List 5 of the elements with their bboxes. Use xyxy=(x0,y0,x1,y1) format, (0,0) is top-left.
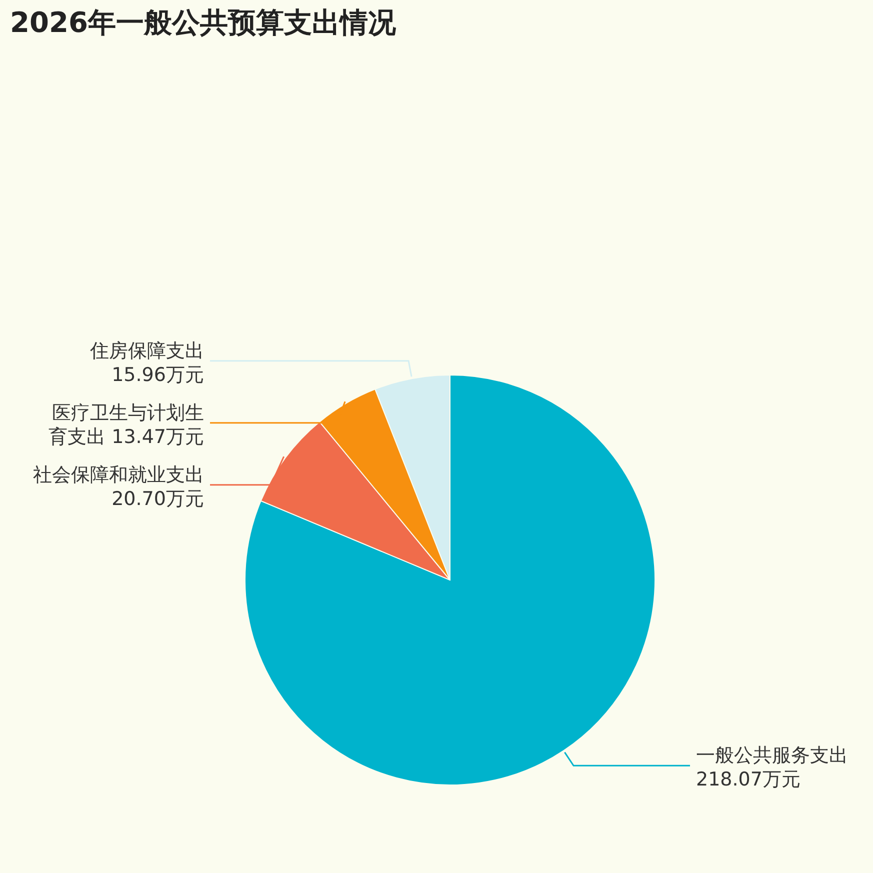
slice-label: 医疗卫生与计划生育支出 13.47万元 xyxy=(48,402,204,448)
chart-title: 2026年一般公共预算支出情况 xyxy=(10,6,397,39)
slice-label: 一般公共服务支出 218.07万元 xyxy=(696,744,848,791)
slice-label: 社会保障和就业支出 20.70万元 xyxy=(33,464,204,510)
slice-label: 住房保障支出 15.96万元 xyxy=(90,340,204,386)
